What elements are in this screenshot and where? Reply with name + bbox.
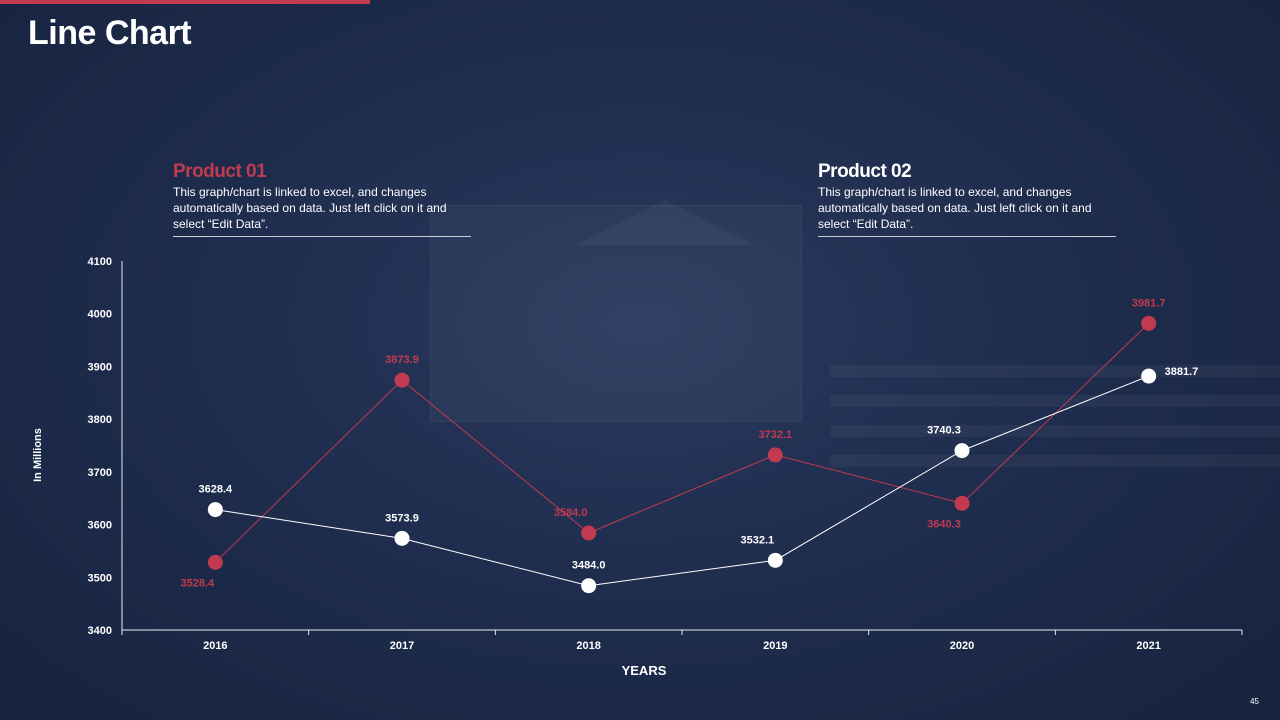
series-2-point[interactable] — [1141, 368, 1157, 384]
series-1-point[interactable] — [581, 525, 597, 541]
series-2-data-label: 3740.3 — [927, 425, 961, 437]
series-1-point[interactable] — [767, 447, 783, 463]
series-2-data-label: 3881.7 — [1165, 366, 1199, 378]
x-tick-label: 2021 — [1136, 640, 1160, 652]
x-tick-label: 2016 — [203, 640, 227, 652]
y-tick-label: 3700 — [88, 467, 112, 479]
x-tick-label: 2020 — [950, 640, 974, 652]
series-1-data-label: 3981.7 — [1132, 297, 1166, 309]
page-number: 45 — [1250, 697, 1259, 706]
chart-data-labels: 3528.4 3873.9 3584.0 3732.1 3640.3 3981.7 3628… — [181, 297, 1199, 589]
series-1-point[interactable] — [954, 495, 970, 511]
y-tick-label: 4000 — [88, 309, 112, 321]
chart-points[interactable] — [207, 315, 1157, 594]
series-1-data-label: 3584.0 — [554, 507, 588, 519]
accent-bar — [0, 0, 370, 4]
x-tick-label: 2017 — [390, 640, 414, 652]
x-tick-label: 2019 — [763, 640, 787, 652]
series-1-data-label: 3873.9 — [385, 354, 419, 366]
series-2-point[interactable] — [394, 530, 410, 546]
background-roof — [575, 200, 755, 245]
product-01-text: This graph/chart is linked to excel, and… — [173, 185, 447, 231]
series-1-point[interactable] — [207, 554, 223, 570]
series-2-data-label: 3532.1 — [741, 534, 775, 546]
y-tick-label: 3400 — [88, 625, 112, 637]
page-title: Line Chart — [28, 14, 192, 52]
background-fence — [830, 365, 1280, 475]
chart-axes: 3400 3500 3600 3700 3800 3900 4000 4100 2016 2017… — [88, 256, 1243, 652]
y-axis-title: In Millions — [32, 428, 44, 482]
product-02-text: This graph/chart is linked to excel, and… — [818, 185, 1092, 231]
product-02-block: Product 02 This graph/chart is linked to… — [818, 160, 1116, 237]
x-axis-title: YEARS — [622, 663, 667, 678]
background-house — [430, 205, 802, 422]
y-tick-label: 3600 — [88, 520, 112, 532]
series-2-point[interactable] — [767, 552, 783, 568]
y-tick-label: 4100 — [88, 256, 112, 268]
chart-lines — [214, 323, 1150, 587]
series-2-point[interactable] — [954, 443, 970, 459]
series-2-point[interactable] — [581, 578, 597, 594]
series-2-data-label: 3628.4 — [199, 484, 234, 496]
series-1-point[interactable] — [394, 372, 410, 388]
series-1-data-label: 3640.3 — [927, 518, 961, 530]
series-2-data-label: 3484.0 — [572, 560, 606, 572]
x-tick-label: 2018 — [576, 640, 600, 652]
series-2-line — [215, 375, 1149, 587]
product-02-heading: Product 02 — [818, 161, 912, 182]
series-1-line — [214, 323, 1150, 563]
product-01-block: Product 01 This graph/chart is linked to… — [173, 160, 471, 237]
product-01-heading: Product 01 — [173, 161, 267, 182]
series-2-data-label: 3573.9 — [385, 512, 419, 524]
series-1-point[interactable] — [1141, 315, 1157, 331]
y-tick-label: 3500 — [88, 572, 112, 584]
series-1-data-label: 3528.4 — [181, 577, 216, 589]
series-2-point[interactable] — [207, 502, 223, 518]
series-1-data-label: 3732.1 — [759, 429, 793, 441]
y-tick-label: 3900 — [88, 361, 112, 373]
y-tick-label: 3800 — [88, 414, 112, 426]
